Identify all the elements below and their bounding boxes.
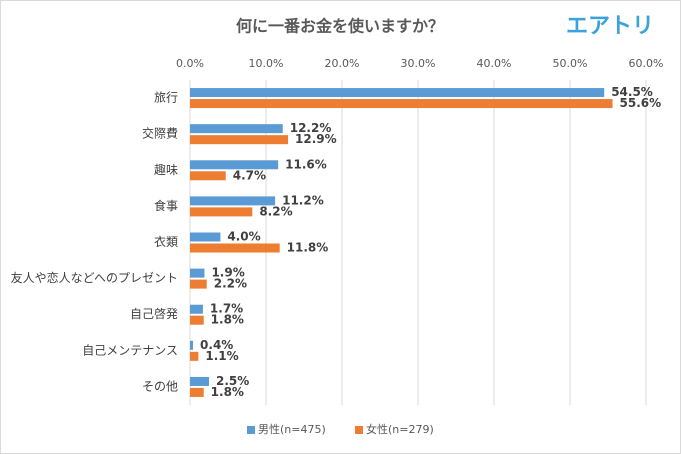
value-label: 2.2% <box>214 277 247 291</box>
bar <box>190 124 283 134</box>
chart-title: 何に一番お金を使いますか？ <box>236 17 444 36</box>
bar <box>190 171 226 181</box>
bar <box>190 207 253 217</box>
x-tick-label: 0.0% <box>176 57 204 70</box>
y-tick-label: 友人や恋人などへのプレゼント <box>11 270 178 285</box>
bar <box>190 196 276 206</box>
x-tick-label: 50.0% <box>553 57 588 70</box>
value-label: 11.2% <box>282 193 324 207</box>
legend-label: 女性(n=279) <box>366 422 434 436</box>
legend-marker <box>247 426 255 434</box>
x-tick-label: 60.0% <box>629 57 664 70</box>
value-label: 54.5% <box>611 85 653 99</box>
value-label: 0.4% <box>200 338 233 352</box>
bar <box>190 387 204 397</box>
x-tick-label: 10.0% <box>249 57 284 70</box>
x-tick-label: 40.0% <box>477 57 512 70</box>
value-label: 1.8% <box>211 313 244 327</box>
x-tick-label: 30.0% <box>401 57 436 70</box>
value-label: 55.6% <box>620 96 662 110</box>
value-label: 1.7% <box>210 302 243 316</box>
y-tick-label: 衣類 <box>154 234 178 249</box>
bar <box>190 340 194 350</box>
logo: エアトリ <box>566 14 654 39</box>
bar <box>190 351 199 361</box>
value-label: 4.0% <box>227 230 260 244</box>
value-label: 1.9% <box>211 266 244 280</box>
value-label: 11.6% <box>285 157 327 171</box>
legend-marker <box>355 426 363 434</box>
bar <box>190 232 221 242</box>
value-label: 2.5% <box>216 374 249 388</box>
bar <box>190 99 613 109</box>
bar <box>190 88 605 98</box>
bar <box>190 279 207 289</box>
value-label: 1.8% <box>211 385 244 399</box>
bar <box>190 376 209 386</box>
bar <box>190 268 205 278</box>
bar <box>190 160 279 170</box>
y-tick-label: 旅行 <box>154 91 178 105</box>
y-tick-label: 趣味 <box>154 162 178 177</box>
bar <box>190 315 204 325</box>
legend-label: 男性(n=475) <box>258 422 326 436</box>
x-tick-label: 20.0% <box>325 57 360 70</box>
bar <box>190 135 289 145</box>
y-tick-label: 自己メンテナンス <box>82 343 178 357</box>
y-tick-label: 食事 <box>154 198 178 213</box>
value-label: 8.2% <box>259 204 292 218</box>
bar <box>190 304 203 314</box>
y-tick-label: その他 <box>142 379 178 393</box>
bar <box>190 243 280 253</box>
y-tick-label: 交際費 <box>142 126 178 141</box>
value-label: 4.7% <box>233 168 266 182</box>
y-tick-label: 自己啓発 <box>130 306 178 321</box>
value-label: 12.2% <box>290 121 332 135</box>
value-label: 1.1% <box>205 349 238 363</box>
value-label: 11.8% <box>287 241 329 255</box>
value-label: 12.9% <box>295 132 337 146</box>
